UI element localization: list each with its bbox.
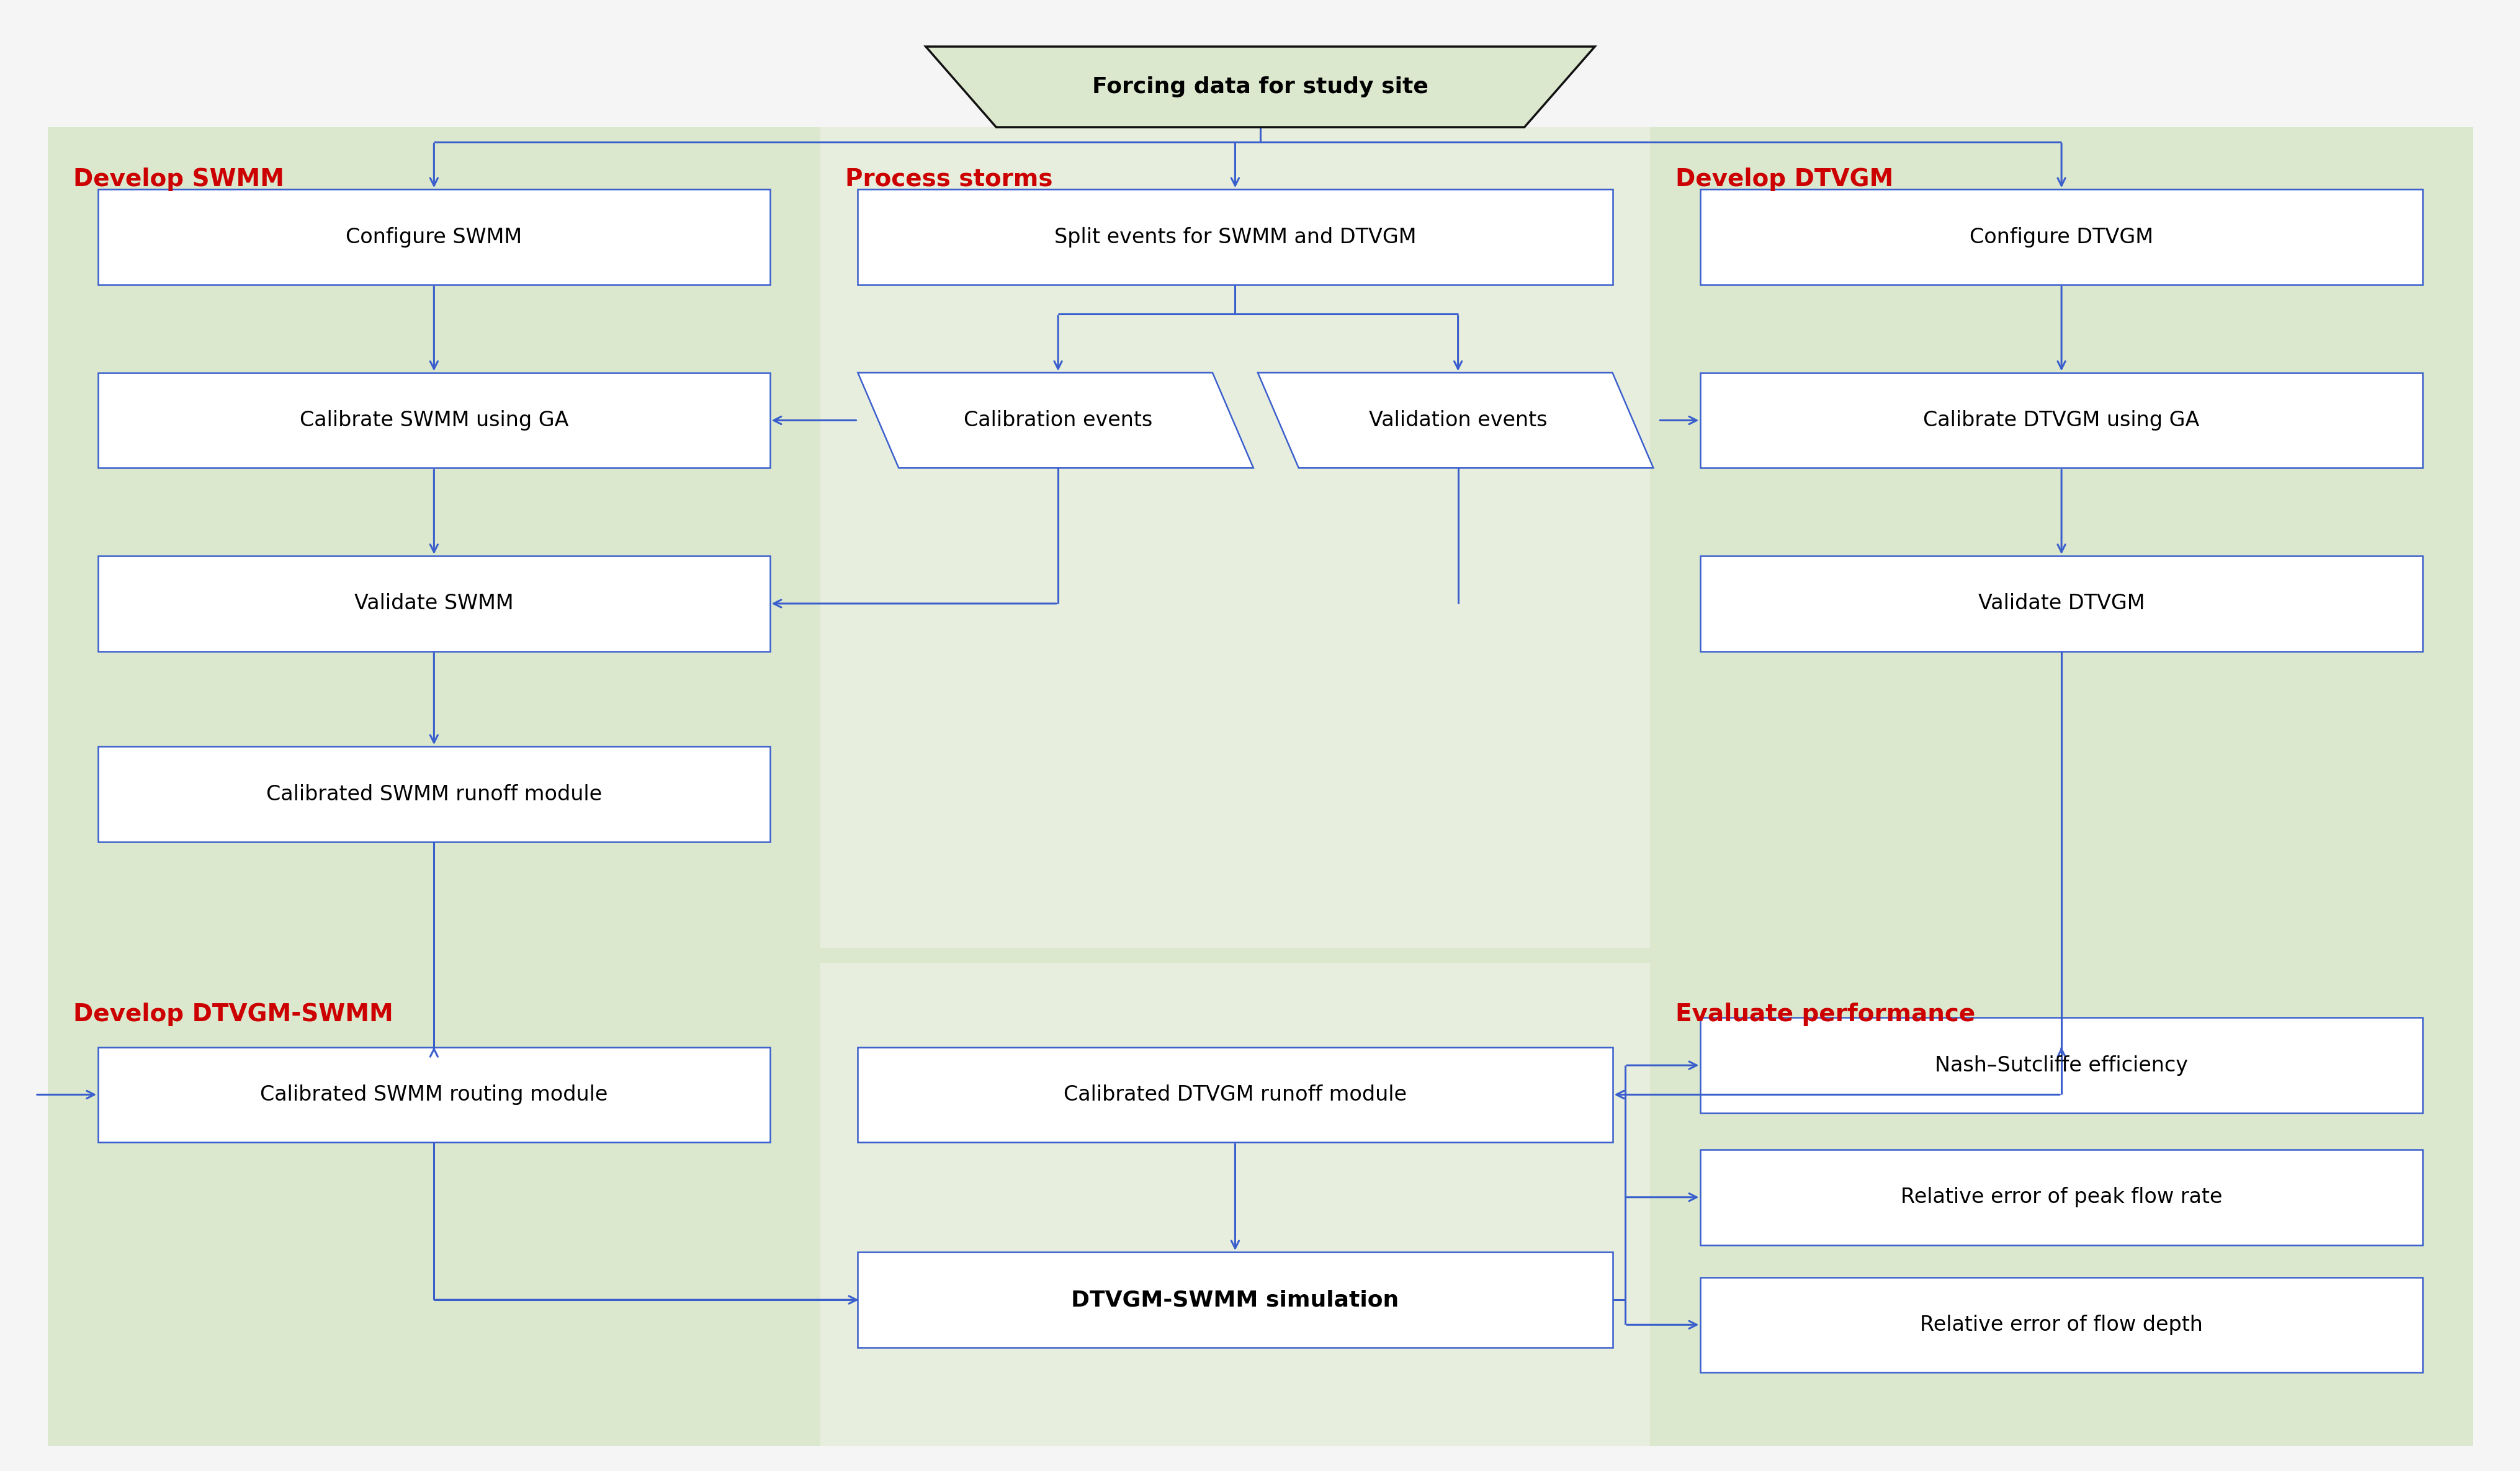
FancyBboxPatch shape: [98, 372, 769, 468]
FancyBboxPatch shape: [98, 746, 769, 841]
Text: Calibrate SWMM using GA: Calibrate SWMM using GA: [300, 410, 570, 431]
Text: Calibration events: Calibration events: [963, 410, 1152, 431]
FancyBboxPatch shape: [857, 190, 1613, 285]
Text: Calibrated SWMM routing module: Calibrated SWMM routing module: [260, 1084, 607, 1105]
Text: Calibrated SWMM runoff module: Calibrated SWMM runoff module: [267, 784, 602, 805]
FancyBboxPatch shape: [857, 1047, 1613, 1143]
Text: Develop SWMM: Develop SWMM: [73, 168, 285, 191]
Text: Relative error of peak flow rate: Relative error of peak flow rate: [1900, 1187, 2223, 1208]
FancyBboxPatch shape: [98, 190, 769, 285]
Text: Validation events: Validation events: [1368, 410, 1547, 431]
Text: Configure SWMM: Configure SWMM: [345, 227, 522, 247]
Text: Nash–Sutcliffe efficiency: Nash–Sutcliffe efficiency: [1935, 1055, 2187, 1075]
Text: Calibrate DTVGM using GA: Calibrate DTVGM using GA: [1923, 410, 2200, 431]
FancyBboxPatch shape: [819, 962, 1651, 1446]
Text: DTVGM-SWMM simulation: DTVGM-SWMM simulation: [1071, 1289, 1399, 1311]
Text: Validate DTVGM: Validate DTVGM: [1978, 593, 2145, 613]
FancyBboxPatch shape: [1701, 1150, 2422, 1244]
FancyBboxPatch shape: [857, 1252, 1613, 1347]
Text: Configure DTVGM: Configure DTVGM: [1968, 227, 2152, 247]
FancyBboxPatch shape: [819, 127, 1651, 947]
Polygon shape: [857, 372, 1252, 468]
Text: Process storms: Process storms: [844, 168, 1053, 191]
FancyBboxPatch shape: [1701, 372, 2422, 468]
FancyBboxPatch shape: [1701, 1018, 2422, 1114]
Text: Evaluate performance: Evaluate performance: [1676, 1003, 1976, 1027]
FancyBboxPatch shape: [1701, 190, 2422, 285]
Text: Calibrated DTVGM runoff module: Calibrated DTVGM runoff module: [1063, 1084, 1406, 1105]
FancyBboxPatch shape: [1701, 1277, 2422, 1372]
Text: Validate SWMM: Validate SWMM: [355, 593, 514, 613]
Polygon shape: [925, 47, 1595, 127]
Text: Forcing data for study site: Forcing data for study site: [1091, 76, 1429, 97]
Polygon shape: [1257, 372, 1653, 468]
Text: Relative error of flow depth: Relative error of flow depth: [1920, 1315, 2202, 1336]
FancyBboxPatch shape: [98, 1047, 769, 1143]
Text: Develop DTVGM: Develop DTVGM: [1676, 168, 1893, 191]
FancyBboxPatch shape: [98, 556, 769, 652]
Text: Split events for SWMM and DTVGM: Split events for SWMM and DTVGM: [1053, 227, 1416, 247]
Text: Develop DTVGM-SWMM: Develop DTVGM-SWMM: [73, 1003, 393, 1027]
FancyBboxPatch shape: [48, 127, 2472, 1446]
FancyBboxPatch shape: [1701, 556, 2422, 652]
